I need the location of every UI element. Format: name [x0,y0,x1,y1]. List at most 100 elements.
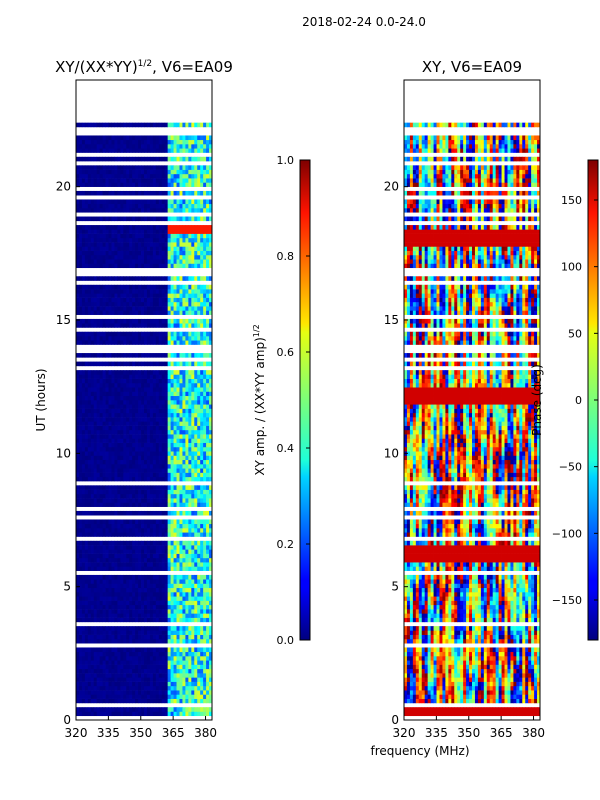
amplitude-cell [111,293,115,298]
amplitude-cell [129,600,133,606]
amplitude-cell [164,246,169,251]
amplitude-cell [146,685,151,691]
amplitude-cell [206,545,210,550]
amplitude-cell [146,370,151,375]
amplitude-cell [149,485,154,490]
amplitude-cell [126,707,130,712]
amplitude-cell [108,626,112,631]
amplitude-cell [129,464,133,469]
amplitude-cell [96,318,101,324]
amplitude-cell [105,173,109,179]
amplitude-cell [164,182,169,187]
amplitude-cell [90,182,95,187]
amplitude-cell [170,540,174,546]
amplitude-cell [78,681,83,687]
amplitude-cell [111,391,115,397]
amplitude-cell [76,677,80,682]
amplitude-cell [76,545,80,550]
amplitude-cell [93,694,98,699]
amplitude-cell [93,233,98,239]
amplitude-cell [87,301,92,307]
amplitude-cell [152,630,157,635]
amplitude-cell [197,391,201,397]
amplitude-cell [164,259,169,264]
amplitude-cell [179,301,183,307]
amplitude-cell [188,190,192,196]
amplitude-cell [129,293,133,298]
amplitude-cell [126,459,130,465]
amplitude-cell [141,289,145,294]
amplitude-cell [144,246,148,251]
amplitude-cell [191,229,195,234]
amplitude-cell [182,613,186,618]
amplitude-cell [108,523,112,529]
amplitude-cell [120,579,124,584]
amplitude-cell [146,156,151,162]
amplitude-cell [87,293,92,298]
amplitude-cell [84,600,89,606]
amplitude-cell [114,353,118,358]
amplitude-cell [197,464,201,469]
amplitude-cell [126,698,130,704]
amplitude-cell [152,498,157,503]
amplitude-cell [96,510,101,516]
amplitude-cell [111,656,115,661]
amplitude-cell [135,284,139,290]
amplitude-cell [164,464,169,469]
amplitude-cell [99,609,104,614]
amplitude-cell [102,681,106,687]
amplitude-cell [96,711,101,717]
amplitude-cell [200,489,204,495]
amplitude-cell [191,318,195,324]
amplitude-cell [179,203,183,209]
amplitude-cell [123,199,127,205]
amplitude-cell [176,711,180,717]
amplitude-cell [152,382,157,388]
amplitude-cell [141,318,145,324]
amplitude-cell [188,656,192,661]
amplitude-cell [152,510,157,516]
amplitude-cell [105,651,109,657]
amplitude-cell [99,442,104,448]
amplitude-cell [126,237,130,243]
amplitude-cell [132,216,136,222]
amplitude-cell [176,165,180,170]
amplitude-cell [164,668,169,674]
amplitude-cell [161,638,166,644]
amplitude-cell [182,412,186,418]
amplitude-cell [129,528,133,533]
amplitude-cell [96,587,101,593]
amplitude-cell [126,284,130,290]
amplitude-cell [138,707,142,712]
amplitude-cell [188,677,192,682]
amplitude-cell [129,694,133,699]
amplitude-cell [182,182,186,187]
amplitude-cell [90,583,95,589]
amplitude-cell [99,259,104,264]
amplitude-cell [99,353,104,358]
amplitude-cell [188,634,192,640]
amplitude-cell [81,698,86,704]
amplitude-cell [84,451,89,456]
amplitude-cell [144,493,148,499]
amplitude-cell [102,395,106,401]
amplitude-cell [158,596,163,601]
amplitude-cell [87,442,92,448]
amplitude-cell [179,656,183,661]
amplitude-cell [81,318,86,324]
amplitude-cell [132,421,136,426]
amplitude-cell [200,391,204,397]
amplitude-cell [182,199,186,205]
amplitude-cell [117,685,121,691]
amplitude-cell [200,519,204,525]
amplitude-cell [185,173,189,179]
amplitude-cell [182,408,186,414]
amplitude-cell [132,574,136,580]
amplitude-cell [117,190,121,196]
amplitude-cell [194,246,198,251]
amplitude-cell [203,553,207,559]
amplitude-cell [209,464,213,469]
amplitude-cell [108,391,112,397]
amplitude-cell [93,284,98,290]
amplitude-cell [120,557,124,563]
